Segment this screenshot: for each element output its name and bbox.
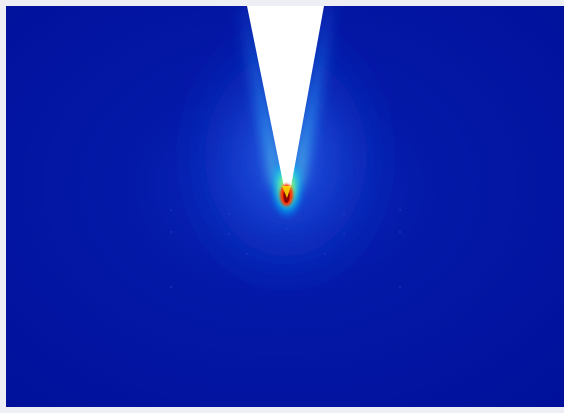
- heatmap-frame: [6, 6, 564, 407]
- hotspot-rim: [282, 186, 291, 198]
- mesh-marker: [399, 231, 401, 233]
- mesh-marker: [170, 231, 172, 233]
- mesh-marker: [170, 209, 172, 211]
- mesh-marker: [343, 233, 345, 235]
- mesh-marker: [170, 286, 172, 288]
- mesh-marker: [286, 228, 288, 230]
- mesh-marker: [228, 233, 230, 235]
- mesh-marker: [343, 213, 345, 215]
- mesh-marker: [399, 209, 401, 211]
- probe-tip: [247, 6, 324, 192]
- mesh-marker: [228, 213, 230, 215]
- probe-side-glow-right: [292, 6, 340, 186]
- mesh-marker: [324, 253, 326, 255]
- heatmap-svg: [6, 6, 564, 407]
- mesh-marker: [246, 253, 248, 255]
- mesh-marker: [399, 286, 401, 288]
- probe-side-glow-left: [234, 6, 282, 186]
